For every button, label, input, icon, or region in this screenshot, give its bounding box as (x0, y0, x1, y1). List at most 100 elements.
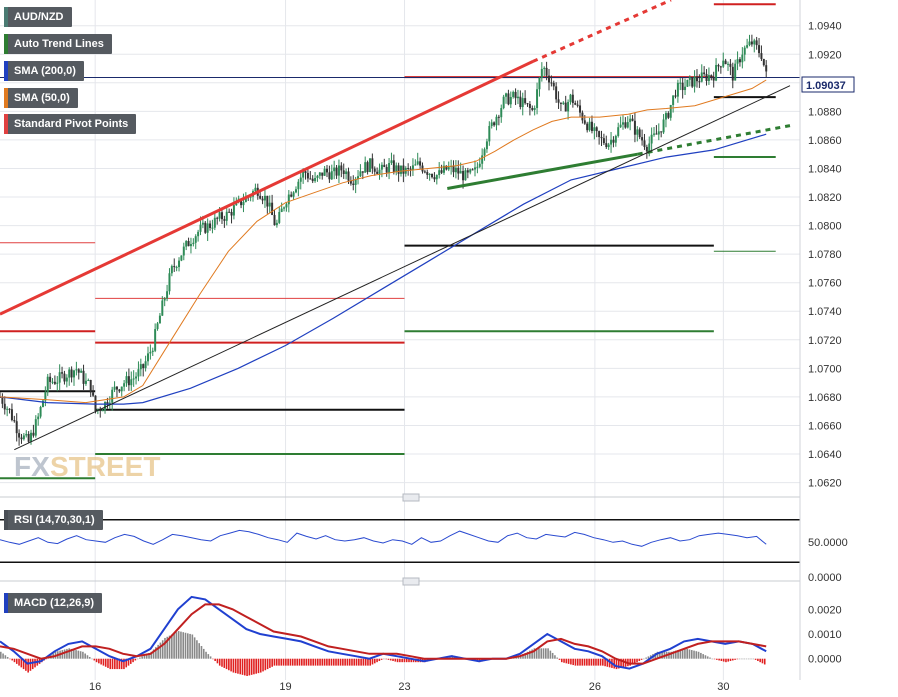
price-tick-label: 1.0840 (808, 163, 842, 175)
macd-histogram-bar (91, 658, 93, 660)
legend-rsi[interactable]: RSI (14,70,30,1) (4, 510, 103, 530)
candle-body (345, 171, 348, 174)
macd-histogram-bar (348, 658, 351, 666)
macd-histogram-bar (638, 658, 641, 662)
candle-body (330, 171, 333, 180)
macd-histogram-bar (248, 658, 251, 676)
candle-body (371, 158, 374, 169)
candle-body (104, 401, 107, 411)
macd-histogram-bar (659, 651, 661, 659)
candle-body (407, 167, 410, 169)
macd-histogram-bar (358, 658, 360, 666)
candle-body (598, 131, 601, 138)
candle-body (22, 435, 25, 440)
macd-histogram-bar (259, 658, 262, 673)
macd-histogram-bar (684, 648, 686, 659)
candle-body (82, 370, 85, 384)
macd-histogram-bar (613, 658, 616, 669)
candle-body (703, 72, 706, 75)
macd-histogram-bar (173, 633, 175, 659)
macd-histogram-bar (269, 658, 271, 668)
candle-body (707, 75, 710, 81)
macd-histogram-bar (405, 658, 408, 663)
candle-body (154, 329, 157, 351)
candle-body (187, 240, 190, 247)
candle-body (173, 266, 176, 268)
candle-body (476, 166, 479, 168)
macd-histogram-bar (373, 658, 376, 664)
macd-histogram-bar (316, 658, 319, 666)
date-tick-label: 16 (89, 681, 101, 693)
candle-body (555, 86, 558, 100)
legend-sma50[interactable]: SMA (50,0) (4, 88, 78, 108)
candle-body (149, 351, 152, 354)
macd-histogram-bar (702, 654, 704, 659)
candle-body (617, 127, 620, 136)
legend-trend-lines[interactable]: Auto Trend Lines (4, 34, 112, 54)
candle-body (10, 409, 13, 421)
candle-body (731, 66, 734, 81)
candle-body (323, 168, 326, 176)
macd-histogram-bar (718, 658, 720, 661)
macd-histogram-bar (581, 658, 584, 666)
candle-body (287, 194, 290, 205)
candle-body (197, 231, 200, 237)
legend-macd[interactable]: MACD (12,26,9) (4, 593, 103, 613)
macd-histogram-bar (125, 658, 128, 668)
candle-body (466, 170, 469, 173)
macd-histogram-bar (567, 658, 570, 664)
legend-rsi-label: RSI (14,70,30,1) (14, 514, 95, 526)
candle-body (163, 298, 166, 301)
candle-body (421, 165, 424, 172)
candle-body (612, 139, 615, 143)
candle-body (65, 377, 68, 382)
legend-pivots[interactable]: Standard Pivot Points (4, 114, 137, 134)
price-tick-label: 1.0640 (808, 449, 842, 461)
candle-body (385, 167, 388, 173)
macd-histogram-bar (355, 658, 358, 666)
candle-body (569, 94, 572, 102)
legend-sma200[interactable]: SMA (200,0) (4, 61, 84, 81)
macd-histogram-bar (86, 655, 89, 659)
candle-body (261, 198, 264, 201)
candle-body (760, 53, 763, 59)
candle-body (273, 214, 276, 226)
resize-handle[interactable] (402, 493, 420, 586)
macd-histogram-bar (731, 658, 734, 661)
candle-body (120, 386, 123, 392)
macd-histogram-bar (118, 658, 121, 670)
candle-body (311, 178, 314, 182)
macd-histogram-bar (330, 658, 333, 666)
legend-symbol[interactable]: AUD/NZD (4, 7, 72, 27)
last-price-label: 1.09037 (806, 80, 846, 92)
candle-body (204, 222, 207, 233)
candle-body (672, 95, 675, 105)
candle-body (225, 211, 228, 221)
candle-body (151, 350, 154, 352)
candle-body (629, 118, 632, 123)
sma200-line (0, 133, 767, 405)
date-tick-label: 30 (717, 681, 729, 693)
watermark-fx: FX (14, 451, 50, 482)
candle-body (41, 400, 44, 407)
watermark-street: STREET (50, 451, 160, 482)
price-tick-label: 1.0780 (808, 249, 842, 261)
macd-histogram-bar (253, 658, 255, 675)
candle-body (688, 77, 691, 80)
candle-body (46, 376, 49, 393)
candle-body (232, 205, 235, 216)
candle-body (485, 141, 488, 150)
candle-body (56, 382, 59, 384)
candle-body (359, 171, 362, 177)
macd-histogram-bar (595, 658, 597, 666)
macd-histogram-bar (175, 632, 178, 659)
macd-histogram-bar (560, 658, 563, 663)
macd-histogram-bar (216, 658, 219, 664)
candle-body (94, 395, 97, 412)
macd-histogram-bar (294, 658, 296, 666)
legend-pivots-label: Standard Pivot Points (14, 118, 129, 130)
candle-body (435, 175, 438, 180)
macd-histogram-bar (239, 658, 242, 675)
candle-body (361, 171, 364, 173)
candle-body (156, 323, 159, 330)
